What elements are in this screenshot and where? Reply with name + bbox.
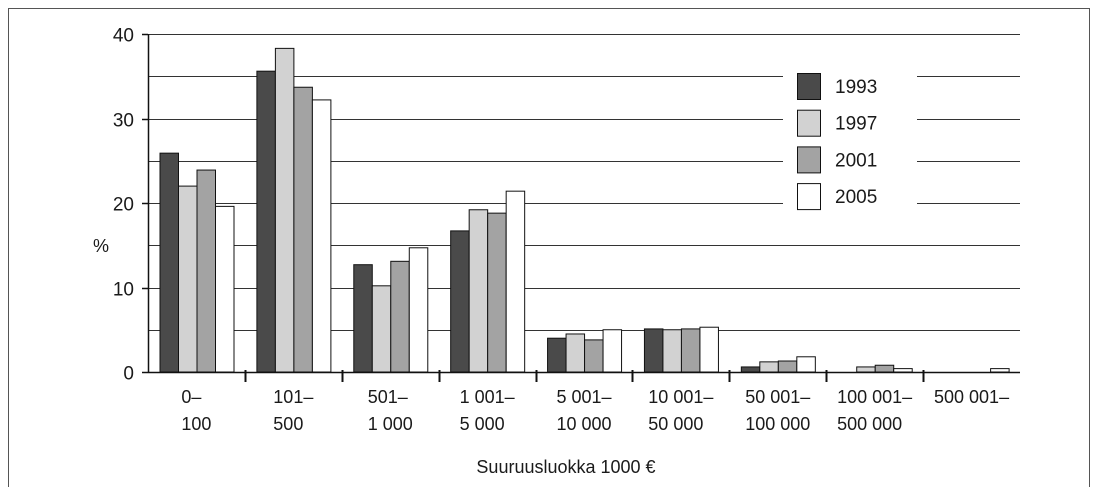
bar-1993-cat-4 bbox=[547, 337, 567, 373]
bar-2001-cat-6 bbox=[777, 360, 798, 373]
category-label-2: 501– 1 000 bbox=[368, 387, 413, 434]
x-tick-label: 100 000 bbox=[745, 414, 810, 434]
x-tick-label: 50 000 bbox=[648, 414, 703, 434]
category-label-7: 100 001– 500 000 bbox=[837, 387, 912, 434]
category-label-4: 5 001– 10 000 bbox=[557, 387, 612, 434]
bar-1993-cat-5 bbox=[643, 328, 664, 373]
y-axis-label: % bbox=[93, 236, 109, 256]
legend-swatch-1997 bbox=[797, 109, 821, 137]
category-label-3: 1 001– 5 000 bbox=[460, 387, 515, 434]
bar-2005-cat-8 bbox=[990, 368, 1010, 373]
bar-1993-cat-3 bbox=[450, 230, 470, 373]
bar-1997-cat-5 bbox=[662, 329, 682, 373]
category-label-5: 10 001– 50 000 bbox=[648, 387, 713, 434]
x-tick-label: 50 001– bbox=[745, 387, 810, 407]
category-label-6: 50 001– 100 000 bbox=[745, 387, 810, 434]
bar-2005-cat-5 bbox=[699, 326, 719, 373]
bar-1997-cat-6 bbox=[759, 361, 779, 373]
bar-2001-cat-0 bbox=[196, 169, 216, 373]
legend-label-2005: 2005 bbox=[835, 187, 877, 208]
category-label-0: 0–100 bbox=[181, 387, 211, 434]
bar-2001-cat-4 bbox=[584, 339, 604, 373]
bar-1997-cat-3 bbox=[468, 209, 489, 373]
x-tick-label: 5 000 bbox=[460, 414, 505, 434]
x-tick-label: 10 000 bbox=[557, 414, 612, 434]
y-tick-label: 0 bbox=[123, 364, 134, 385]
bar-2005-cat-7 bbox=[893, 368, 913, 373]
legend: 1993 1997 2001 2005 bbox=[783, 62, 917, 214]
x-tick-label: 500 bbox=[273, 414, 303, 434]
bar-2001-cat-7 bbox=[874, 364, 895, 373]
bar-1993-cat-1 bbox=[256, 70, 276, 373]
bar-1993-cat-2 bbox=[353, 264, 373, 373]
bar-2005-cat-6 bbox=[796, 356, 816, 373]
x-tick-label: 500 001– bbox=[934, 387, 1009, 407]
bar-2001-cat-3 bbox=[487, 212, 507, 373]
x-axis-label: Suuruusluokka 1000 € bbox=[476, 457, 655, 477]
bar-1997-cat-4 bbox=[565, 333, 586, 373]
bar-2001-cat-2 bbox=[390, 260, 410, 373]
x-tick-label: 500 000 bbox=[837, 414, 902, 434]
bar-1997-cat-2 bbox=[371, 285, 392, 373]
bar-2005-cat-4 bbox=[602, 329, 623, 373]
bar-2005-cat-0 bbox=[215, 205, 235, 373]
bar-2005-cat-3 bbox=[505, 190, 526, 373]
x-tick-label: 5 001– bbox=[557, 387, 612, 407]
bar-2005-cat-2 bbox=[408, 247, 429, 373]
legend-label-2001: 2001 bbox=[835, 150, 877, 171]
y-tick-label: 20 bbox=[113, 195, 134, 216]
category-label-1: 101– 500 bbox=[273, 387, 313, 434]
bar-1993-cat-0 bbox=[159, 152, 179, 373]
bars bbox=[159, 47, 1010, 373]
bar-1997-cat-1 bbox=[274, 47, 295, 373]
bar-2001-cat-5 bbox=[680, 328, 701, 373]
legend-label-1997: 1997 bbox=[835, 114, 877, 135]
y-axis-ticks: 0 10 20 30 40 bbox=[113, 26, 148, 385]
bar-1997-cat-7 bbox=[856, 366, 876, 373]
legend-swatch-1993 bbox=[797, 73, 821, 100]
legend-swatch-2001 bbox=[797, 146, 821, 174]
x-tick-label: 0– bbox=[181, 387, 201, 407]
x-tick-label: 1 001– bbox=[460, 387, 515, 407]
x-tick-label: 10 001– bbox=[648, 387, 713, 407]
x-tick-label: 100 bbox=[181, 414, 211, 434]
figure-frame bbox=[8, 8, 1090, 487]
legend-label-1993: 1993 bbox=[835, 77, 877, 98]
category-label-8: 500 001– bbox=[934, 387, 1009, 407]
x-tick-label: 1 000 bbox=[368, 414, 413, 434]
bar-2005-cat-1 bbox=[311, 99, 332, 373]
y-tick-label: 40 bbox=[113, 26, 134, 47]
bar-1997-cat-0 bbox=[178, 185, 198, 373]
bar-2001-cat-1 bbox=[293, 86, 313, 373]
x-tick-label: 501– bbox=[368, 387, 408, 407]
x-tick-label: 100 001– bbox=[837, 387, 912, 407]
axes bbox=[147, 34, 1020, 374]
legend-swatch-2005 bbox=[797, 183, 821, 211]
bar-1993-cat-6 bbox=[740, 366, 761, 373]
x-tick-label: 101– bbox=[273, 387, 313, 407]
y-tick-label: 30 bbox=[113, 111, 134, 132]
y-tick-label: 10 bbox=[113, 280, 134, 301]
